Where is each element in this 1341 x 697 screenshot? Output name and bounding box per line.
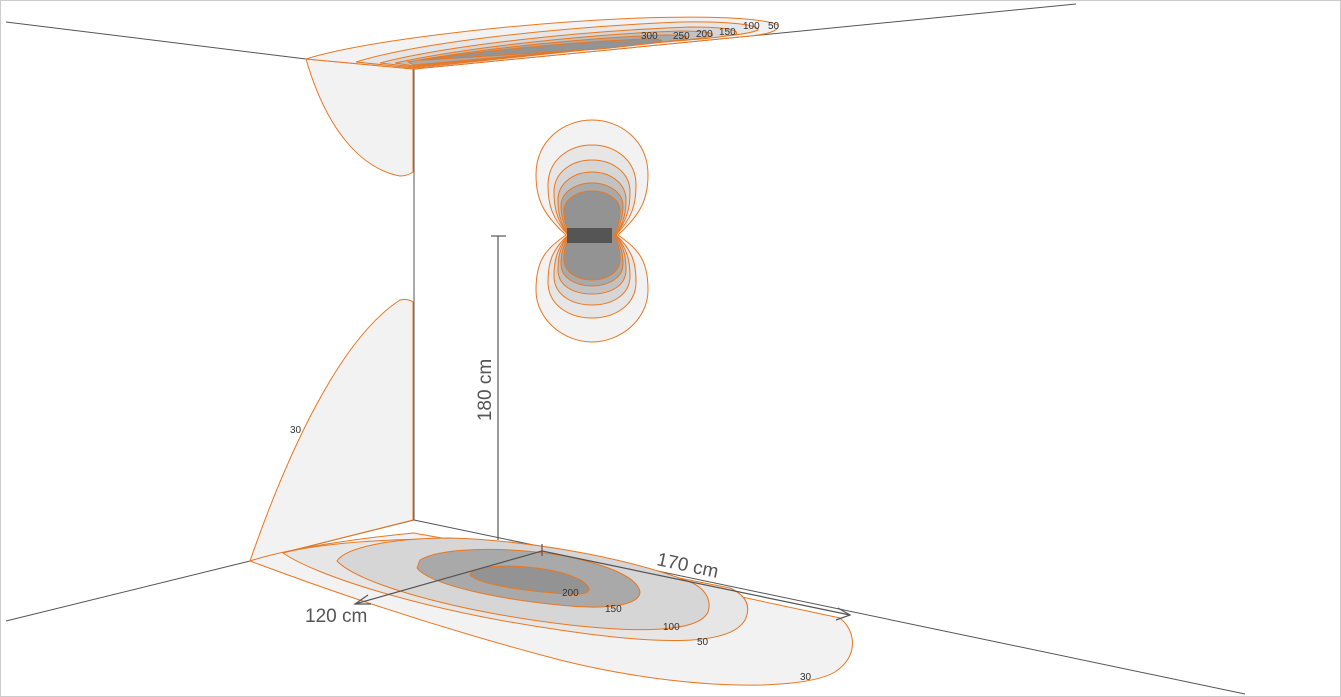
height-dimension-label: 180 cm bbox=[475, 359, 496, 421]
floor-label-50: 50 bbox=[697, 637, 709, 648]
width-axis-arrow bbox=[835, 607, 852, 621]
ceiling-label-250: 250 bbox=[673, 31, 690, 42]
floor-label-150: 150 bbox=[605, 604, 622, 615]
ceiling-label-300: 300 bbox=[641, 31, 658, 42]
left-wall-distribution: 30 bbox=[249, 58, 414, 562]
floor-labels: 200 150 100 50 30 bbox=[562, 588, 812, 683]
floor-axes bbox=[353, 544, 852, 621]
ceiling-label-50: 50 bbox=[768, 21, 780, 32]
floor-label-100: 100 bbox=[663, 622, 680, 633]
left-wall-upper-contour bbox=[305, 58, 414, 177]
left-wall-lower-contour bbox=[249, 299, 414, 562]
depth-axis-arrow bbox=[353, 594, 371, 605]
width-axis-line bbox=[541, 550, 851, 616]
floor-left-edge bbox=[5, 560, 251, 622]
floor-label-200: 200 bbox=[562, 588, 579, 599]
ceiling-label-150: 150 bbox=[719, 27, 736, 38]
floor-contour-200 bbox=[469, 565, 590, 595]
floor-distribution bbox=[248, 532, 853, 686]
ceiling-labels: 300 250 200 150 100 50 bbox=[641, 21, 780, 42]
ceiling-left-edge bbox=[5, 21, 307, 60]
wall-lamp bbox=[567, 228, 612, 243]
wall-label-30: 30 bbox=[290, 425, 302, 436]
ceiling-label-200: 200 bbox=[696, 29, 713, 40]
depth-dimension-label: 120 cm bbox=[305, 606, 367, 627]
ceiling-label-100: 100 bbox=[743, 21, 760, 32]
ceiling-contour-300 bbox=[419, 38, 662, 61]
ceiling-distribution bbox=[305, 16, 779, 70]
depth-axis-line bbox=[354, 550, 543, 605]
floor-label-30: 30 bbox=[800, 672, 812, 683]
height-dimension bbox=[491, 235, 506, 540]
